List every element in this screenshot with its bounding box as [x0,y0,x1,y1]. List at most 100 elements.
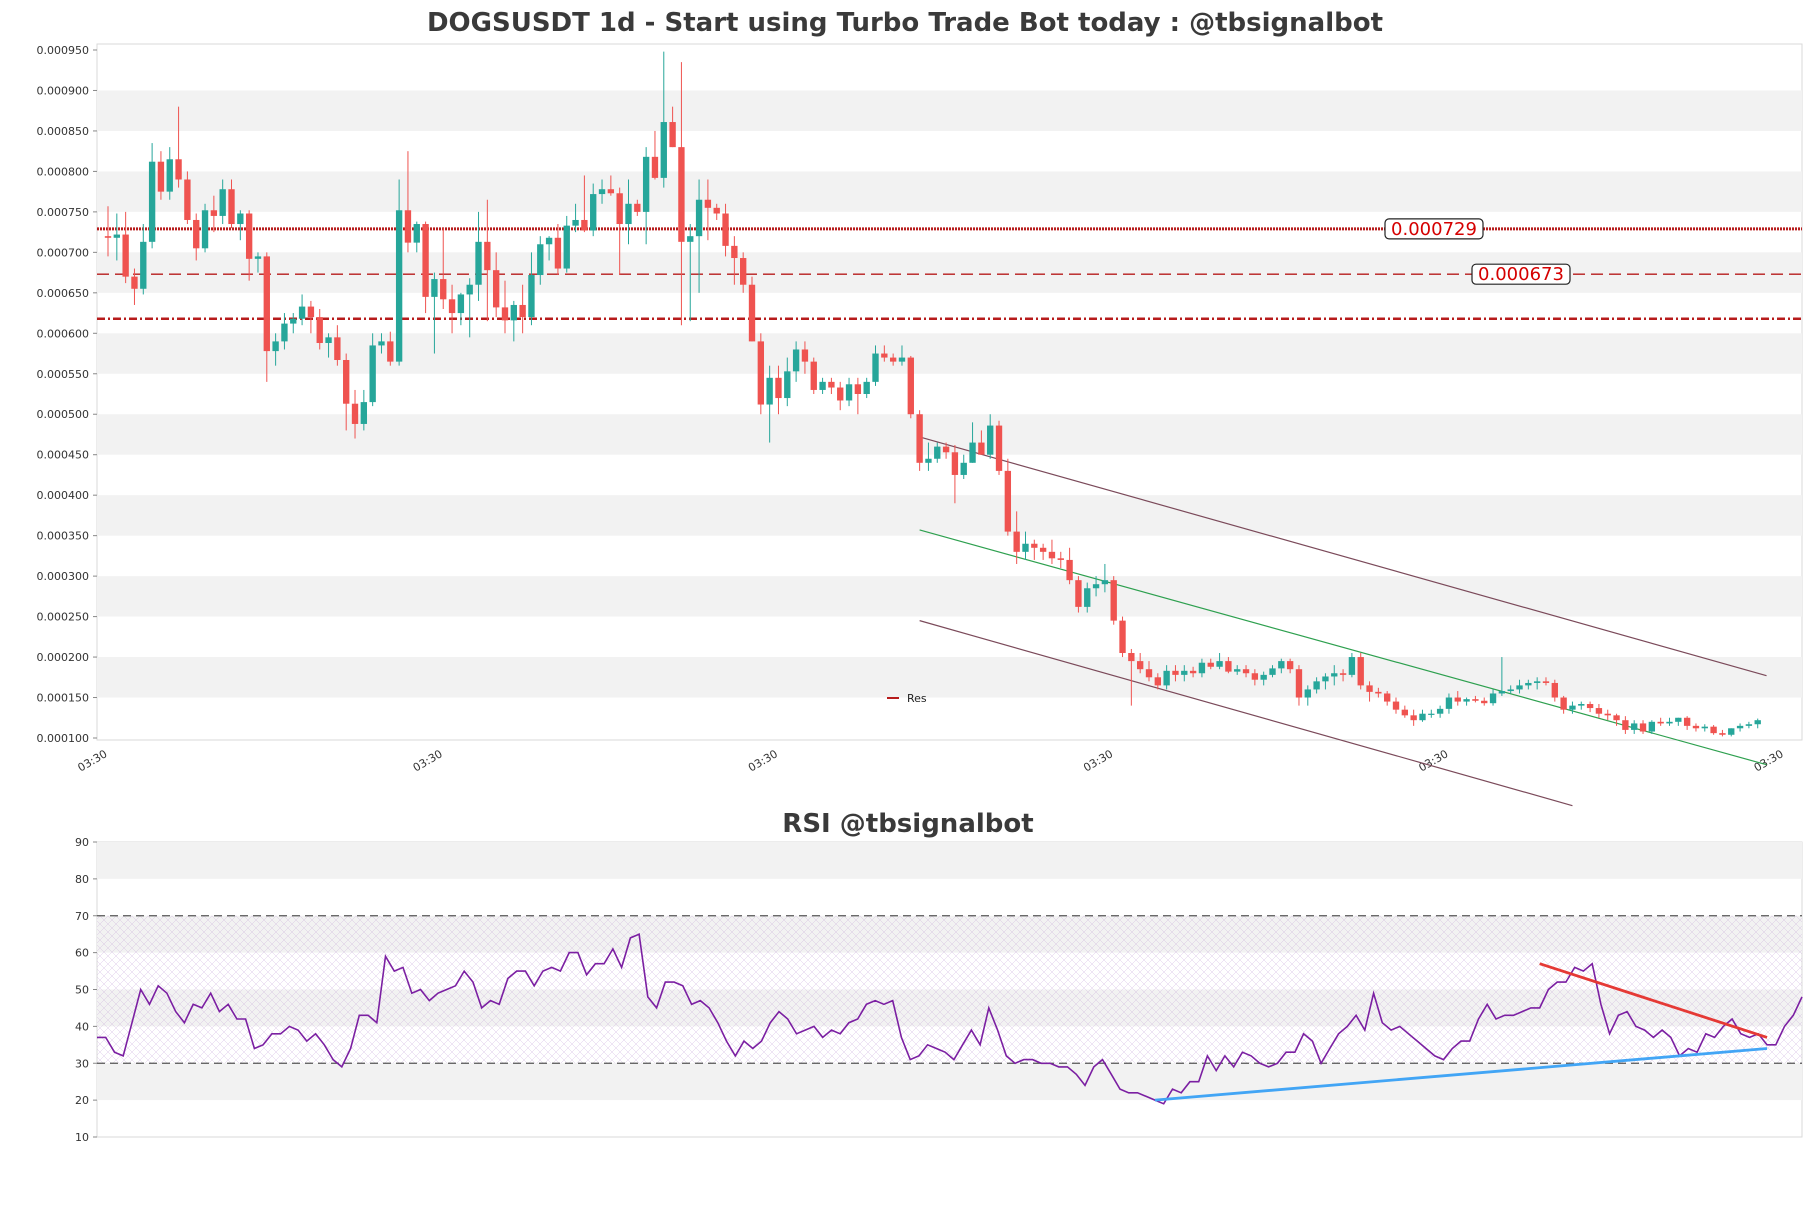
candle [1234,665,1241,675]
candle-body [1648,721,1656,732]
candle [457,292,465,326]
candle [757,333,765,415]
candle [1375,687,1382,698]
candle-body [440,279,447,300]
candle [545,236,553,261]
candle [1648,720,1656,734]
candle-body [166,159,173,192]
level-labels: 0.000729 0.000673 [1384,218,1571,285]
candle-body [1331,673,1338,677]
candle-body [325,337,332,344]
price-y-tick-label: 0.000700 [37,246,90,259]
candle [1366,681,1373,702]
rsi-band [97,1063,1802,1101]
candle [907,355,914,419]
candle [281,313,288,350]
candle-body [219,189,226,216]
candle [1031,539,1038,560]
candle [792,341,800,382]
candle-body [1631,723,1638,730]
candle [775,365,782,415]
candle [1189,666,1197,678]
candle [1666,717,1673,726]
candle-body [713,207,720,214]
candle-body [254,256,262,259]
candle-body [1728,728,1735,735]
resistance-levels [97,227,1802,320]
candle [1631,720,1638,734]
candle-body [113,234,120,238]
legend-res-label: Res [907,692,927,705]
candle-body [537,244,544,276]
price-band [97,495,1802,536]
candle-body [298,306,306,319]
candle [1701,724,1708,732]
candle-body [854,384,862,394]
candle [1489,689,1497,706]
candle [731,236,738,285]
candle-body [1639,723,1647,732]
candle [1216,653,1223,670]
candle [387,331,394,366]
candle [1101,563,1109,593]
candle-body [757,341,765,405]
candle-body [1039,547,1047,552]
rsi-y-tick-label: 30 [75,1057,89,1070]
candle-body [1092,584,1100,589]
price-y-tick-label: 0.000800 [37,165,90,178]
candle [704,179,712,241]
candle [228,179,235,229]
candle-body [942,446,950,453]
candle-body [1145,669,1153,678]
rsi-trendline-resistance [1539,962,1768,1039]
candle-body [766,377,773,405]
candle [1525,679,1532,690]
candle [201,203,209,253]
candle [1075,576,1082,613]
candle [1454,691,1461,706]
level-label-box [1384,218,1484,240]
candle [166,147,173,200]
rsi-chart-title: RSI @tbsignalbot [782,809,1033,839]
candle-body [1110,580,1117,621]
candle [1251,669,1259,686]
candle-body [1013,531,1020,552]
candle [916,410,923,471]
rsi-band [97,842,1802,879]
candle-body [1525,682,1532,686]
candle-body [1454,697,1461,702]
candle-body [1286,661,1294,670]
candle-body [1745,724,1753,726]
candle [837,381,844,411]
candle-body [316,317,323,344]
candle [995,420,1003,475]
candle-body [1657,721,1664,724]
price-y-tick-label: 0.000350 [37,530,90,543]
candle [1745,721,1753,729]
candle-body [263,256,270,352]
rsi-y-tick-label: 20 [75,1094,89,1107]
candle-body [431,279,438,297]
candle [634,199,641,216]
candle [748,276,756,342]
candle [528,252,535,326]
candle-body [1181,670,1188,675]
candle-body [1339,673,1347,675]
candle-body [1595,708,1603,714]
candle-body [731,245,738,259]
candle-body [951,452,959,475]
candle-body [351,403,359,424]
price-y-tick-label: 0.000650 [37,287,90,300]
candle-body [104,236,112,238]
candle-body [122,234,129,277]
candle [651,130,659,180]
price-y-tick-label: 0.000300 [37,570,90,583]
candle-body [1692,725,1700,729]
candle [810,357,817,394]
candle [616,187,623,276]
candle-body [784,371,791,399]
price-y-axis: 0.000100 0.000150 0.000200 0.000250 0.000300… [37,44,97,745]
candlesticks [104,51,1761,737]
candle-body [1304,689,1311,698]
candle [1551,679,1558,702]
